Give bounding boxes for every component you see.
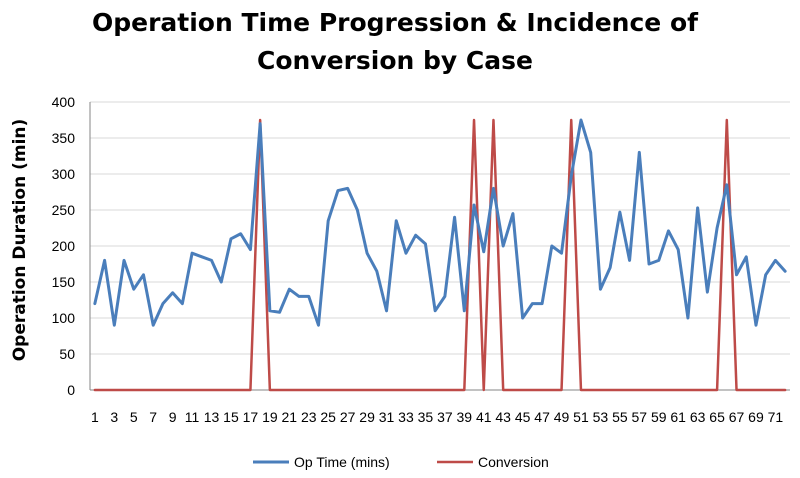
chart-title-line-2: Conversion by Case (257, 46, 533, 75)
y-tick-label: 350 (52, 130, 76, 146)
x-tick-label: 1 (91, 409, 99, 425)
x-tick-label: 63 (690, 409, 706, 425)
x-tick-label: 55 (612, 409, 628, 425)
series-lines (93, 118, 787, 392)
legend-label: Op Time (mins) (294, 454, 390, 470)
x-tick-label: 7 (149, 409, 157, 425)
gridlines (90, 101, 790, 355)
legend: Op Time (mins) Conversion (253, 454, 549, 470)
y-tick-label: 150 (52, 274, 76, 290)
x-tick-label: 71 (768, 409, 784, 425)
y-tick-label: 300 (52, 166, 76, 182)
x-tick-label: 19 (262, 409, 278, 425)
x-tick-label: 15 (223, 409, 239, 425)
x-tick-label: 49 (554, 409, 570, 425)
chart-title-line-1: Operation Time Progression & Incidence o… (91, 8, 699, 37)
x-tick-label: 53 (593, 409, 609, 425)
x-tick-label: 57 (632, 409, 648, 425)
y-tick-label: 250 (52, 202, 76, 218)
x-tick-label: 31 (379, 409, 395, 425)
chart-title: Operation Time Progression & Incidence o… (0, 4, 790, 80)
x-tick-label: 39 (457, 409, 473, 425)
x-tick-label: 61 (670, 409, 686, 425)
y-axis-title: Operation Duration (min) (10, 119, 30, 362)
x-tick-label: 41 (476, 409, 492, 425)
y-tick-label: 100 (52, 310, 76, 326)
x-tick-label: 29 (359, 409, 375, 425)
y-tick-label: 400 (52, 94, 76, 110)
series-line-conversion (93, 118, 787, 392)
x-tick-label: 21 (282, 409, 298, 425)
x-tick-label: 51 (573, 409, 589, 425)
x-tick-label: 23 (301, 409, 317, 425)
x-tick-label: 69 (748, 409, 764, 425)
legend-label: Conversion (478, 454, 549, 470)
x-tick-label: 25 (320, 409, 336, 425)
x-tick-label: 59 (651, 409, 667, 425)
y-tick-labels: 0 50 100 150 200 250 300 350 400 (52, 94, 76, 398)
x-tick-label: 27 (340, 409, 356, 425)
x-tick-label: 45 (515, 409, 531, 425)
x-tick-label: 17 (243, 409, 259, 425)
x-tick-labels: 1 3 5 7 9 11 13 15 17 19 21 23 25 27 29 31 33 35 37 39 41 43 4… (91, 409, 783, 425)
x-tick-label: 3 (110, 409, 118, 425)
x-tick-label: 65 (709, 409, 725, 425)
x-tick-label: 13 (204, 409, 220, 425)
x-tick-label: 5 (130, 409, 138, 425)
x-tick-label: 33 (398, 409, 414, 425)
x-tick-label: 67 (729, 409, 745, 425)
y-tick-label: 200 (52, 238, 76, 254)
x-tick-label: 37 (437, 409, 453, 425)
series-line-op-time (93, 118, 787, 327)
x-tick-label: 47 (534, 409, 550, 425)
y-tick-label: 50 (59, 346, 75, 362)
x-tick-label: 9 (169, 409, 177, 425)
x-tick-label: 11 (185, 409, 200, 425)
y-tick-label: 0 (67, 382, 75, 398)
x-tick-label: 43 (495, 409, 511, 425)
x-tick-label: 35 (418, 409, 434, 425)
